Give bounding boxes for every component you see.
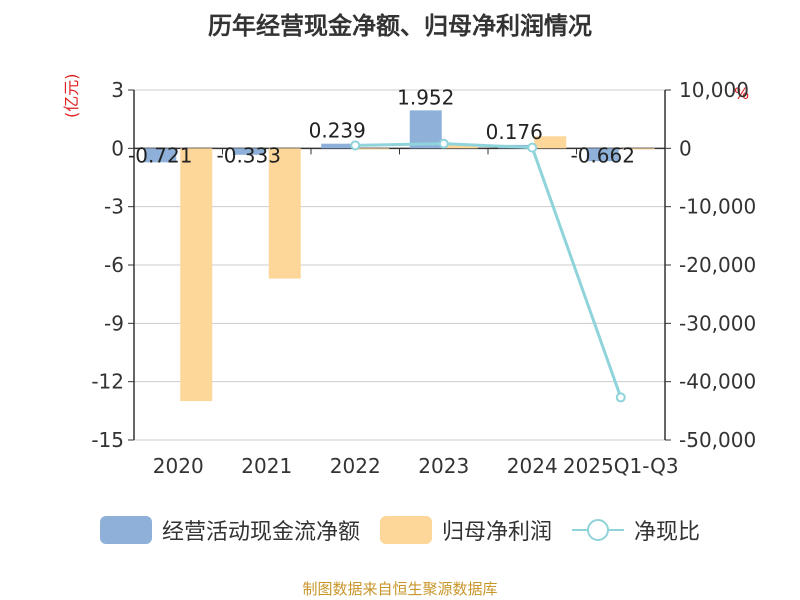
legend-swatch-ratio: [572, 516, 624, 544]
x-tick-label: 2024: [507, 454, 558, 478]
right-tick-label: 0: [679, 136, 692, 160]
legend-label-cashflow: 经营活动现金流净额: [161, 520, 360, 545]
bar: [144, 148, 177, 163]
data-label: -0.721: [128, 143, 192, 167]
legend-item-cashflow[interactable]: 经营活动现金流净额: [99, 514, 360, 546]
ratio-point: [527, 142, 538, 153]
right-tick-label: -50,000: [679, 428, 756, 452]
bar: [232, 148, 265, 155]
legend-item-ratio[interactable]: 净现比: [572, 514, 700, 546]
bar: [357, 148, 390, 150]
left-tick-label: -15: [91, 428, 124, 452]
x-tick-label: 2025Q1-Q3: [563, 454, 679, 478]
left-tick-label: 3: [111, 78, 124, 102]
legend-label-ratio: 净现比: [634, 520, 701, 545]
ratio-point: [438, 138, 449, 149]
data-label: -0.662: [571, 143, 635, 167]
legend-swatch-net-profit: [379, 516, 432, 544]
right-tick-label: -20,000: [679, 253, 756, 277]
bar: [445, 144, 478, 149]
bar: [321, 143, 354, 149]
legend-label-net-profit: 归母净利润: [441, 520, 552, 545]
data-label: 1.952: [397, 85, 454, 109]
legend-swatch-cashflow: [99, 516, 152, 544]
legend-item-net-profit[interactable]: 归母净利润: [379, 514, 552, 546]
left-tick-label: -6: [104, 253, 124, 277]
x-tick-label: 2021: [241, 454, 292, 478]
bar: [409, 110, 442, 149]
right-axis-unit: %: [734, 84, 750, 103]
right-tick-label: 10,000: [679, 78, 749, 102]
x-tick-label: 2022: [330, 454, 381, 478]
left-tick-label: -12: [91, 370, 124, 394]
chart-title: 历年经营现金净额、归母净利润情况: [208, 12, 592, 40]
bar: [534, 136, 567, 149]
right-tick-label: -40,000: [679, 370, 756, 394]
bar: [268, 148, 301, 279]
x-tick-label: 2023: [418, 454, 469, 478]
legend: 经营活动现金流净额 归母净利润 净现比: [0, 514, 800, 546]
bar: [622, 148, 655, 150]
data-label: -0.333: [217, 143, 281, 167]
right-tick-label: -10,000: [679, 195, 756, 219]
data-label: 0.176: [486, 120, 543, 144]
data-source-note: 制图数据来自恒生聚源数据库: [302, 580, 498, 598]
bar: [180, 148, 213, 402]
left-tick-label: -3: [104, 195, 124, 219]
left-tick-label: -9: [104, 311, 124, 335]
ratio-point: [350, 140, 361, 151]
bar: [586, 148, 619, 162]
right-tick-label: -30,000: [679, 311, 756, 335]
ratio-line: [355, 142, 623, 398]
ratio-point: [615, 392, 626, 403]
left-tick-label: 0: [111, 136, 124, 160]
x-tick-label: 2020: [153, 454, 204, 478]
data-label: 0.239: [309, 119, 366, 143]
